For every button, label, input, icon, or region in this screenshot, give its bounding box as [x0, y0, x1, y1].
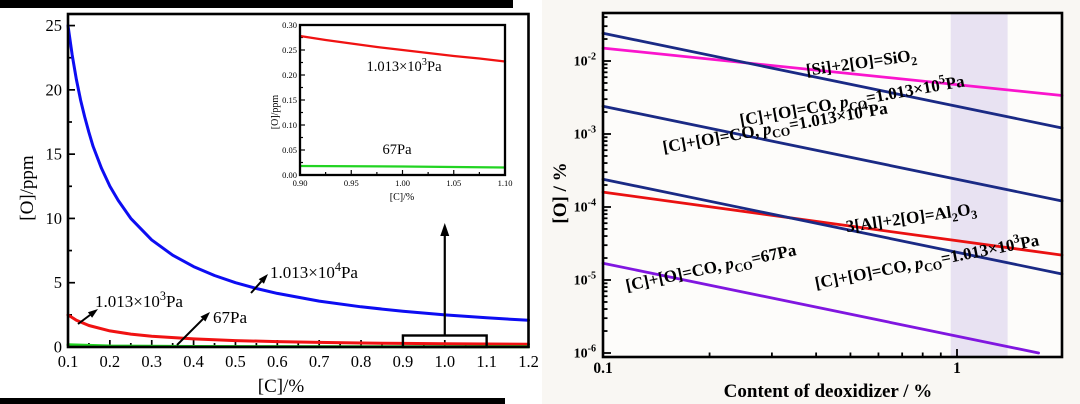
- right-y-tick-label: 10-6: [574, 344, 596, 362]
- x-tick-label: 0.6: [267, 352, 288, 371]
- x-tick-label: 1.0: [434, 352, 455, 371]
- x-tick-label: 0.3: [141, 352, 162, 371]
- inset-y-tick-label: 0.15: [282, 95, 297, 105]
- x-tick-label: 0.4: [183, 352, 204, 371]
- y-tick-label: 20: [46, 80, 63, 99]
- right-y-tick-label: 10-3: [574, 125, 596, 143]
- left-inset-chart: 0.90 0.95 1.00 1.05 1.10 0.00 0.05 0.10 0.15 0.20…: [270, 20, 512, 203]
- y-tick-label: 0: [54, 338, 62, 357]
- line-al: [601, 190, 1064, 257]
- left-panel-bottom-bar: [0, 398, 505, 404]
- inset-y-tick-label: 0.20: [282, 70, 297, 80]
- x-tick-label: 0.2: [100, 352, 121, 371]
- y-tick-label: 25: [46, 16, 63, 35]
- line-co-67: [601, 261, 1040, 355]
- x-tick-label: 1.1: [476, 352, 497, 371]
- inset-label-1: 67Pa: [383, 142, 413, 158]
- right-y-axis-label: [O] / %: [550, 162, 571, 223]
- right-y-tick-label: 10-4: [574, 198, 596, 216]
- inset-y-tick-label: 0.00: [282, 170, 297, 180]
- x-tick-label: 0.7: [309, 352, 330, 371]
- inset-x-tick-label: 1.00: [395, 178, 410, 188]
- inset-y-tick-label: 0.10: [282, 120, 297, 130]
- right-x-tick-label: 0.1: [593, 360, 612, 377]
- inset-x-tick-label: 1.10: [498, 178, 513, 188]
- inset-label-0: 1.013×103Pa: [366, 57, 442, 75]
- x-tick-label: 1.2: [518, 352, 539, 371]
- line-co-1e5: [601, 31, 1064, 130]
- series-0: [66, 24, 530, 322]
- inset-y-tick-label: 0.25: [282, 45, 297, 55]
- line-co-1e3: [601, 177, 1064, 276]
- curve-label-2: 1.013×104Pa: [270, 260, 358, 282]
- y-tick-label: 15: [46, 145, 63, 164]
- inset-x-axis-label: [C]/%: [390, 192, 414, 203]
- line-si: [601, 46, 1064, 97]
- y-tick-label: 5: [54, 273, 62, 292]
- x-tick-label: 0.9: [393, 352, 414, 371]
- inset-series-0: [298, 34, 507, 63]
- x-tick-label: 0.1: [58, 352, 79, 371]
- y-axis-label: [O]/ppm: [17, 155, 38, 221]
- right-chart: 0.1 110-210-310-410-510-6[Si]+2[O]=SiO2[C…: [550, 11, 1064, 402]
- right-x-tick-label: 1: [953, 360, 961, 377]
- inset-x-tick-label: 0.90: [293, 178, 308, 188]
- inset-y-tick-label: 0.30: [282, 20, 297, 30]
- inset-y-axis-label: [O]/ppm: [270, 95, 281, 130]
- right-y-tick-label: 10-2: [574, 52, 596, 70]
- line-co-1e4: [601, 104, 1064, 203]
- x-tick-label: 0.8: [351, 352, 372, 371]
- inset-series-1: [298, 164, 507, 169]
- curve-label-1: 67Pa: [213, 308, 247, 327]
- inset-x-tick-label: 1.05: [446, 178, 461, 188]
- y-tick-label: 10: [46, 209, 63, 228]
- series-1: [66, 313, 530, 346]
- curve-label-0: 1.013×103Pa: [95, 289, 183, 311]
- x-axis-label: [C]/%: [258, 376, 305, 397]
- inset-x-tick-label: 0.95: [344, 178, 359, 188]
- left-panel-top-bar: [0, 0, 513, 8]
- x-tick-label: 0.5: [225, 352, 246, 371]
- right-y-tick-label: 10-5: [574, 271, 596, 289]
- inset-y-tick-label: 0.05: [282, 145, 297, 155]
- right-x-axis-label: Content of deoxidizer / %: [724, 381, 933, 402]
